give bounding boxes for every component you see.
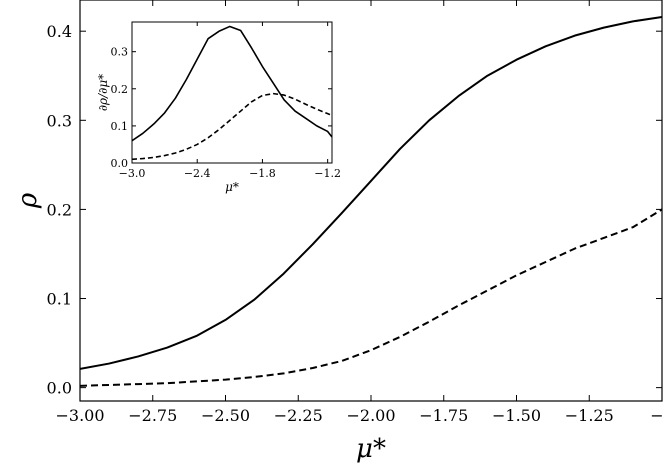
inset-x-tick-label: −1.8 bbox=[249, 167, 276, 180]
x-tick-label: −2.75 bbox=[128, 406, 177, 425]
inset-x-tick-label: −3.0 bbox=[119, 167, 146, 180]
inset-series-line-dashed bbox=[132, 92, 332, 161]
plot-frame bbox=[79, 0, 663, 402]
x-tick-label: −1.75 bbox=[419, 406, 468, 425]
x-tick-label: −2.50 bbox=[201, 406, 250, 425]
inset-plot-frame bbox=[131, 21, 333, 164]
series-line-dashed bbox=[80, 208, 662, 387]
x-tick-label: −3.00 bbox=[55, 406, 104, 425]
x-tick-label: −2.00 bbox=[346, 406, 395, 425]
inset-series-line-solid bbox=[132, 25, 332, 142]
x-axis-label: μ* bbox=[356, 434, 386, 464]
x-tick-label: −2.25 bbox=[274, 406, 323, 425]
x-tick-label: −1 bbox=[650, 406, 664, 425]
inset-x-tick-label: −2.4 bbox=[184, 167, 211, 180]
inset-chart: −3.0 −2.4 −1.8 −1.2 0.0 0.1 0.2 0.3 μ* ∂ρ/∂μ* bbox=[96, 21, 341, 194]
inset-y-tick-label: 0.2 bbox=[111, 83, 129, 96]
y-tick-label: 0.0 bbox=[47, 379, 72, 398]
inset-y-tick-label: 0.0 bbox=[111, 157, 129, 170]
y-tick-label: 0.1 bbox=[47, 290, 72, 309]
main-chart: −3.00 −2.75 −2.50 −2.25 −2.00 −1.75 −1.50 −1.25… bbox=[13, 0, 664, 464]
x-tick-label: −1.25 bbox=[565, 406, 614, 425]
inset-x-axis-label: μ* bbox=[225, 180, 239, 194]
y-tick-label: 0.2 bbox=[47, 200, 72, 219]
y-tick-label: 0.3 bbox=[47, 111, 72, 130]
y-axis-label: ρ bbox=[13, 192, 43, 209]
inset-y-axis-label: ∂ρ/∂μ* bbox=[96, 74, 110, 111]
inset-x-tick-label: −1.2 bbox=[314, 167, 341, 180]
inset-y-tick-label: 0.3 bbox=[111, 46, 129, 59]
series-line-solid bbox=[80, 15, 662, 370]
inset-y-tick-label: 0.1 bbox=[111, 120, 129, 133]
x-tick-label: −1.50 bbox=[492, 406, 541, 425]
y-tick-label: 0.4 bbox=[47, 22, 72, 41]
